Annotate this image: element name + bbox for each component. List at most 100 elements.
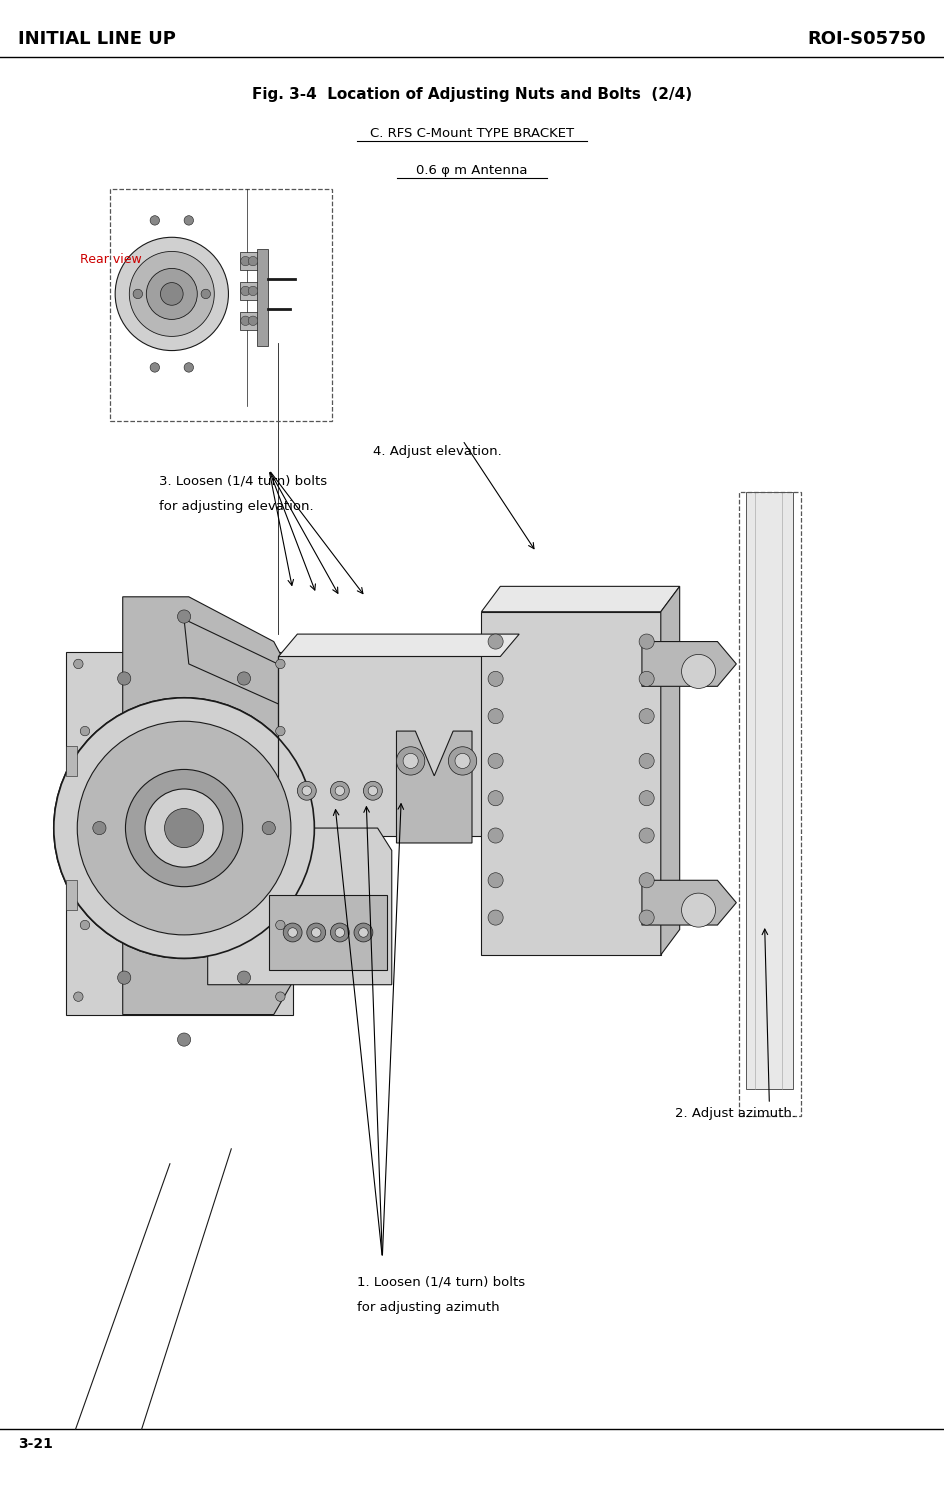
Circle shape bbox=[248, 286, 258, 295]
Circle shape bbox=[283, 924, 302, 941]
Circle shape bbox=[184, 363, 194, 372]
Circle shape bbox=[312, 928, 321, 937]
Circle shape bbox=[396, 747, 425, 774]
Circle shape bbox=[201, 289, 211, 298]
Polygon shape bbox=[642, 880, 736, 925]
Circle shape bbox=[488, 910, 503, 925]
Circle shape bbox=[639, 873, 654, 888]
Circle shape bbox=[118, 671, 131, 685]
Text: 0.6 φ m Antenna: 0.6 φ m Antenna bbox=[416, 164, 528, 178]
Circle shape bbox=[77, 721, 291, 935]
Circle shape bbox=[488, 753, 503, 768]
Circle shape bbox=[307, 924, 326, 941]
Bar bbox=[739, 492, 801, 1116]
Circle shape bbox=[150, 363, 160, 372]
Circle shape bbox=[359, 928, 368, 937]
Circle shape bbox=[80, 727, 90, 736]
Circle shape bbox=[54, 698, 314, 958]
Circle shape bbox=[330, 924, 349, 941]
Text: 3-21: 3-21 bbox=[18, 1437, 53, 1450]
Bar bbox=[240, 312, 263, 330]
Text: 1. Loosen (1/4 turn) bolts: 1. Loosen (1/4 turn) bolts bbox=[357, 1276, 525, 1289]
Circle shape bbox=[241, 286, 250, 295]
Circle shape bbox=[354, 924, 373, 941]
Circle shape bbox=[164, 809, 204, 847]
Circle shape bbox=[488, 873, 503, 888]
Polygon shape bbox=[396, 731, 472, 843]
Circle shape bbox=[639, 910, 654, 925]
Polygon shape bbox=[481, 586, 680, 612]
Text: 2. Adjust azimuth.: 2. Adjust azimuth. bbox=[675, 1107, 796, 1120]
Circle shape bbox=[150, 216, 160, 225]
Circle shape bbox=[639, 709, 654, 724]
Circle shape bbox=[330, 782, 349, 800]
Circle shape bbox=[126, 770, 243, 886]
Circle shape bbox=[335, 928, 345, 937]
Circle shape bbox=[455, 753, 470, 768]
Circle shape bbox=[74, 659, 83, 668]
Circle shape bbox=[237, 671, 250, 685]
Polygon shape bbox=[208, 828, 392, 985]
Polygon shape bbox=[123, 597, 378, 1015]
Circle shape bbox=[74, 992, 83, 1001]
Circle shape bbox=[115, 237, 228, 351]
Circle shape bbox=[133, 289, 143, 298]
Circle shape bbox=[248, 257, 258, 266]
Text: INITIAL LINE UP: INITIAL LINE UP bbox=[18, 30, 176, 48]
Text: Fig. 3-4  Location of Adjusting Nuts and Bolts  (2/4): Fig. 3-4 Location of Adjusting Nuts and … bbox=[252, 87, 692, 101]
Text: 4. Adjust elevation.: 4. Adjust elevation. bbox=[373, 445, 501, 458]
Polygon shape bbox=[278, 656, 500, 836]
Text: ROI-S05750: ROI-S05750 bbox=[807, 30, 926, 48]
Circle shape bbox=[639, 671, 654, 686]
Polygon shape bbox=[481, 612, 661, 955]
Circle shape bbox=[118, 971, 131, 985]
Circle shape bbox=[403, 753, 418, 768]
Bar bbox=[110, 189, 332, 421]
Circle shape bbox=[297, 782, 316, 800]
Text: for adjusting azimuth: for adjusting azimuth bbox=[357, 1301, 499, 1314]
Circle shape bbox=[146, 269, 197, 319]
Text: C. RFS C-Mount TYPE BRACKET: C. RFS C-Mount TYPE BRACKET bbox=[370, 127, 574, 140]
Circle shape bbox=[145, 789, 223, 867]
Circle shape bbox=[302, 786, 312, 795]
Text: 3. Loosen (1/4 turn) bolts: 3. Loosen (1/4 turn) bolts bbox=[159, 474, 327, 488]
Bar bbox=[240, 282, 263, 300]
Polygon shape bbox=[661, 586, 680, 955]
Circle shape bbox=[682, 655, 716, 688]
Circle shape bbox=[177, 610, 191, 624]
Polygon shape bbox=[66, 652, 293, 1015]
Polygon shape bbox=[642, 642, 736, 686]
Text: for adjusting elevation.: for adjusting elevation. bbox=[159, 500, 313, 513]
Circle shape bbox=[639, 791, 654, 806]
Circle shape bbox=[241, 257, 250, 266]
Circle shape bbox=[368, 786, 378, 795]
Circle shape bbox=[639, 828, 654, 843]
Circle shape bbox=[248, 316, 258, 325]
Bar bbox=[240, 252, 263, 270]
Polygon shape bbox=[746, 492, 793, 1089]
Circle shape bbox=[488, 828, 503, 843]
Circle shape bbox=[276, 992, 285, 1001]
Text: Rear view: Rear view bbox=[80, 252, 142, 266]
Circle shape bbox=[184, 216, 194, 225]
Circle shape bbox=[262, 822, 276, 834]
Circle shape bbox=[241, 316, 250, 325]
Circle shape bbox=[129, 252, 214, 336]
Circle shape bbox=[488, 671, 503, 686]
Circle shape bbox=[276, 921, 285, 930]
Polygon shape bbox=[278, 634, 519, 656]
Circle shape bbox=[448, 747, 477, 774]
Circle shape bbox=[160, 282, 183, 306]
Circle shape bbox=[488, 791, 503, 806]
Circle shape bbox=[639, 753, 654, 768]
Circle shape bbox=[335, 786, 345, 795]
Polygon shape bbox=[66, 880, 77, 910]
Circle shape bbox=[288, 928, 297, 937]
Polygon shape bbox=[269, 895, 387, 970]
Circle shape bbox=[488, 634, 503, 649]
Circle shape bbox=[363, 782, 382, 800]
Circle shape bbox=[237, 971, 250, 985]
Circle shape bbox=[276, 727, 285, 736]
Polygon shape bbox=[66, 746, 77, 776]
Circle shape bbox=[93, 822, 106, 834]
